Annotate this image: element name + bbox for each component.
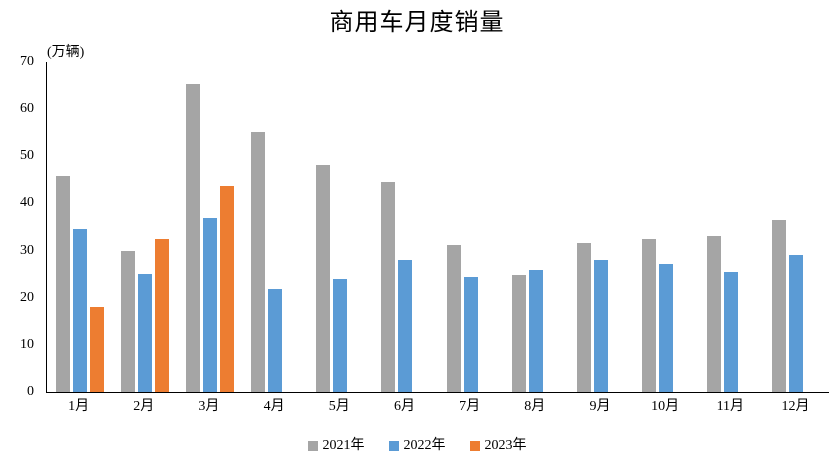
x-axis-label-2: 2月 [133, 399, 155, 414]
bar-2022-month-3 [202, 217, 217, 392]
bar-2022-month-7 [463, 276, 478, 392]
bar-2021-month-3 [185, 84, 200, 392]
y-axis-tick-labels: 0 10 20 30 40 50 60 70 [0, 54, 38, 399]
bar-group-1 [47, 62, 112, 392]
bar-group-11 [699, 62, 764, 392]
bar-2022-month-1 [72, 229, 87, 392]
bar-2021-month-4 [251, 132, 266, 392]
x-axis-label-1: 1月 [68, 399, 90, 414]
bar-group-6 [373, 62, 438, 392]
bar-2021-month-7 [446, 244, 461, 392]
legend-label-2021: 2021年 [322, 438, 365, 453]
bar-group-4 [243, 62, 308, 392]
y-tick-label-10: 10 [20, 336, 34, 352]
legend-swatch-2022 [388, 441, 399, 451]
bar-2022-month-6 [398, 259, 413, 392]
chart-title: 商用车月度销量 [329, 10, 505, 36]
plot-area [46, 62, 829, 393]
bar-2021-month-8 [511, 275, 526, 392]
bar-2021-month-1 [55, 175, 70, 392]
x-axis-label-4: 4月 [263, 399, 285, 414]
bar-group-12 [764, 62, 829, 392]
bar-group-9 [568, 62, 633, 392]
bar-group-5 [308, 62, 373, 392]
bar-2022-month-2 [137, 274, 152, 392]
y-tick-label-70: 70 [20, 54, 34, 69]
x-axis-label-11: 11月 [716, 399, 745, 414]
x-axis-labels: 1月 2月 3月 4月 5月 6月 7月 8月 9月 10月 11月 12月 [46, 398, 828, 416]
legend-item-2022: 2022年 [388, 438, 446, 454]
y-tick-label-60: 60 [20, 101, 34, 117]
bar-2021-month-11 [707, 236, 722, 392]
legend-swatch-2023 [469, 441, 480, 451]
bar-2022-month-9 [593, 260, 608, 392]
x-axis-label-9: 9月 [589, 399, 611, 414]
x-axis-label-3: 3月 [198, 399, 220, 414]
y-axis-unit-label: (万辆) [47, 45, 85, 60]
legend: 2021年 2022年 2023年 [0, 438, 834, 454]
bar-group-8 [503, 62, 568, 392]
bar-2021-month-10 [642, 239, 657, 392]
legend-label-2022: 2022年 [403, 438, 446, 453]
x-axis-label-8: 8月 [524, 399, 546, 414]
legend-item-2021: 2021年 [307, 438, 365, 454]
x-axis-label-6: 6月 [393, 399, 415, 414]
bar-2021-month-2 [120, 251, 135, 392]
y-tick-label-50: 50 [20, 148, 34, 164]
bar-2021-month-12 [772, 220, 787, 392]
bar-2023-month-2 [154, 239, 169, 392]
bar-2023-month-3 [219, 186, 234, 392]
bar-2022-month-11 [724, 272, 739, 392]
bar-2021-month-6 [381, 182, 396, 392]
bar-2022-month-5 [333, 279, 348, 392]
legend-item-2023: 2023年 [469, 438, 527, 454]
legend-swatch-2021 [307, 441, 318, 451]
bar-group-2 [112, 62, 177, 392]
x-axis-label-10: 10月 [651, 399, 680, 414]
y-tick-label-20: 20 [20, 289, 34, 305]
bar-2022-month-10 [659, 263, 674, 392]
x-axis-label-7: 7月 [459, 399, 481, 414]
y-tick-label-40: 40 [20, 195, 34, 211]
x-axis-label-5: 5月 [328, 399, 350, 414]
bar-2023-month-1 [89, 307, 104, 392]
bar-2022-month-8 [528, 269, 543, 392]
y-tick-label-0: 0 [27, 384, 34, 399]
x-axis-label-12: 12月 [781, 399, 810, 414]
y-tick-label-30: 30 [20, 242, 34, 258]
bar-group-10 [634, 62, 699, 392]
bar-2022-month-12 [789, 254, 804, 392]
bar-2021-month-9 [576, 242, 591, 392]
bar-group-3 [177, 62, 242, 392]
bar-2021-month-5 [316, 164, 331, 392]
bars-area [47, 62, 829, 392]
bar-group-7 [438, 62, 503, 392]
legend-label-2023: 2023年 [484, 438, 527, 453]
bar-2022-month-4 [268, 289, 283, 392]
